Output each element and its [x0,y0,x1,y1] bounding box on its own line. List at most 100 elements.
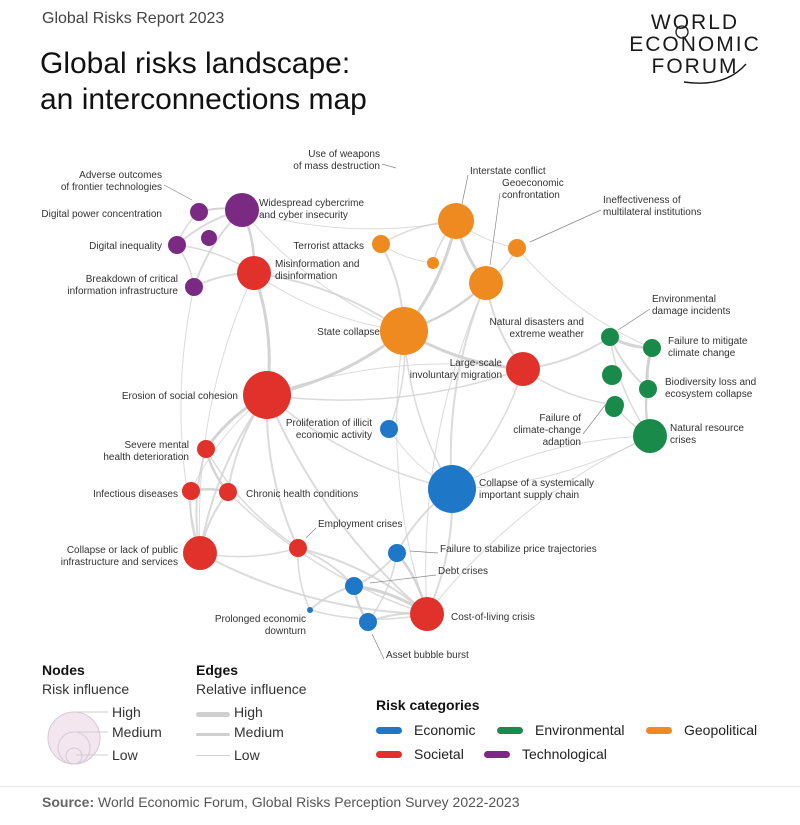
node-terrorist [372,235,390,253]
edge-state-collapse-cost-living [396,330,428,615]
label-chronic: Chronic health conditions [246,489,358,500]
label-multilateral: Ineffectiveness of multilateral instituti… [603,195,701,218]
legend-node-high: High [112,704,141,720]
source-note: Source: World Economic Forum, Global Ris… [42,794,520,810]
node-natural-resource [633,419,667,453]
node-migration [506,352,540,386]
node-public-infra [183,536,217,570]
leader-wmd [381,163,397,169]
leader-price [409,550,439,554]
edge-breakdown-info-public-infra [180,286,201,554]
source-label: Source: [42,794,95,810]
node-asset-bubble [359,613,377,631]
legend-category-economic: Economic [376,722,475,738]
legend-nodes-title: Nodes [42,662,85,678]
legend-edges-subtitle: Relative influence [196,681,307,697]
societal-label: Societal [414,746,464,762]
label-asset-bubble: Asset bubble burst [386,650,469,660]
node-multilateral [508,239,526,257]
label-digital-inequality: Digital inequality [89,241,162,252]
legend-node-medium: Medium [112,724,162,740]
legend-edge-medium: Medium [234,724,284,740]
geopolitical-label: Geopolitical [684,722,758,738]
node-size-legend [47,711,108,765]
leader-multilateral [529,209,602,243]
node-breakdown-info [185,278,203,296]
label-climate-adapt: Failure of climate-change adaption [513,413,581,448]
node-mental-health [197,440,215,458]
title-line-1: Global risks landscape: [40,47,351,80]
edge-misinformation-public-infra [198,272,255,554]
legend-edge-high: High [234,704,263,720]
labels-layer: Adverse outcomes of frontier technologies… [41,149,756,660]
legend-category-societal: Societal [376,746,464,762]
label-adverse-outcomes: Adverse outcomes of frontier technologies [61,170,162,193]
environmental-swatch [497,726,523,734]
edge-erosion-migration [266,368,524,401]
technological-swatch [484,750,510,758]
node-supply-chain [428,465,476,513]
legend-edge-low: Low [234,747,260,763]
label-interstate: Interstate conflict [470,166,546,177]
label-price: Failure to stabilize price trajectories [440,544,597,555]
edge-erosion-cost-living [266,394,428,615]
edge-cybercrime-state-collapse [241,209,405,332]
node-technological-extra [201,230,217,246]
page-title: Global risks landscape: an interconnecti… [40,46,367,118]
leader-adverse-outcomes [163,184,193,201]
label-supply-chain: Collapse of a systemically important supp… [479,478,594,501]
legend-node-low: Low [112,747,138,763]
label-prolonged: Prolonged economic downturn [215,614,306,637]
title-line-2: an interconnections map [40,83,367,116]
edge-cybercrime-interstate [241,209,457,230]
interconnections-map: Adverse outcomes of frontier technologies… [41,149,756,660]
node-environmental-extra-2 [605,399,623,417]
logo-line-1: WORLD [650,11,740,34]
label-state-collapse: State collapse [317,327,380,338]
label-migration: Large-scale involuntary migration [410,358,503,381]
node-employment [289,539,307,557]
leader-interstate [461,174,469,205]
label-natural-disasters: Natural disasters and extreme weather [490,317,585,340]
label-illicit: Proliferation of illicit economic activit… [286,418,372,441]
label-erosion: Erosion of social cohesion [122,391,238,402]
label-natural-resource: Natural resource crises [670,423,744,446]
leader-employment [305,527,317,539]
edge-high-swatch [196,712,230,717]
edge-natural-resource-cost-living [426,435,651,615]
node-interstate [438,203,474,239]
societal-swatch [376,750,402,758]
leader-geoeconomic [489,192,501,266]
node-env-damage [601,328,619,346]
label-mental-health: Severe mental health deterioration [103,440,189,463]
node-debt [345,577,363,595]
node-biodiversity [639,380,657,398]
legend-categories-title: Risk categories [376,697,480,713]
edge-cost-living-employment [297,547,428,615]
economic-swatch [376,726,402,734]
node-misinformation [237,256,271,290]
edge-geoeconomic-supply-chain [449,282,487,490]
footer-divider [0,786,800,787]
node-infectious [182,482,200,500]
edge-multilateral-climate-mitigate [516,247,653,349]
environmental-label: Environmental [535,722,625,738]
node-digital-inequality [168,236,186,254]
label-terrorist: Terrorist attacks [293,241,364,252]
legend-edges-title: Edges [196,662,239,678]
label-public-infra: Collapse or lack of public infrastructure… [61,545,178,568]
leader-climate-adapt [582,403,607,435]
node-climate-mitigate [643,339,661,357]
geopolitical-swatch [646,726,672,734]
edge-migration-erosion [266,363,524,396]
node-cost-living [410,597,444,631]
source-text: World Economic Forum, Global Risks Perce… [94,794,520,810]
label-climate-mitigate: Failure to mitigate climate change [668,336,748,359]
label-wmd: Use of weapons of mass destruction [293,149,380,172]
label-cost-living: Cost-of-living crisis [451,612,535,623]
label-misinformation: Misinformation and disinformation [275,259,359,282]
node-illicit [380,420,398,438]
legend-category-technological: Technological [484,746,607,762]
node-state-collapse [380,307,428,355]
leader-debt [369,574,437,584]
